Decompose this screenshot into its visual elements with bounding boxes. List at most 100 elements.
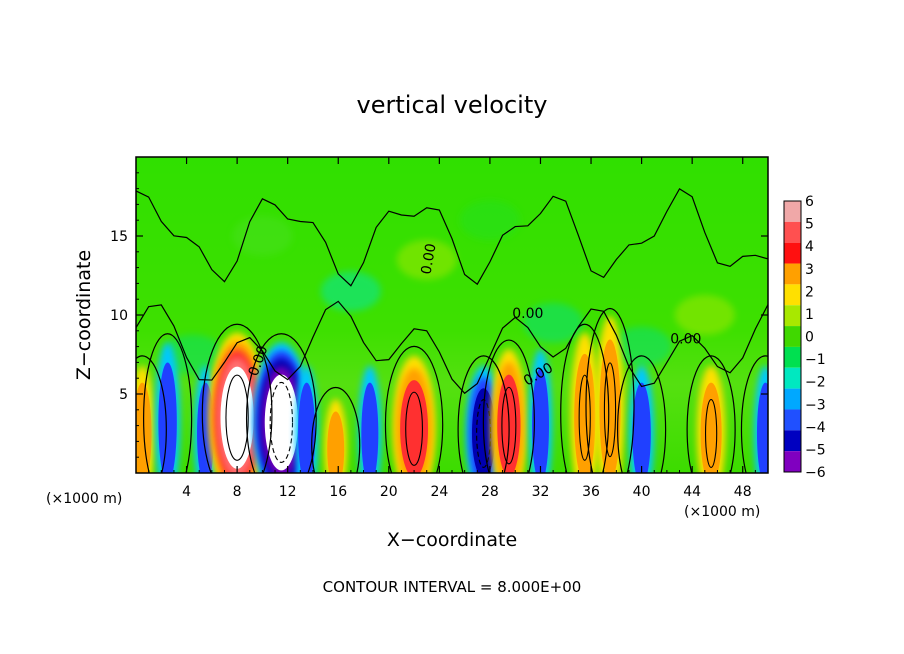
colorbar-label: −6 xyxy=(805,465,826,481)
colorbar-swatch xyxy=(784,326,801,347)
field-patch-5 xyxy=(232,216,293,256)
x-axis-label: X−coordinate xyxy=(387,529,517,551)
x-tick-label: 28 xyxy=(481,484,499,500)
zero-contour-1 xyxy=(143,333,193,473)
colorbar-label: −3 xyxy=(805,397,826,413)
x-tick-label: 4 xyxy=(182,484,191,500)
x-tick-label: 40 xyxy=(633,484,651,500)
cell-layer xyxy=(700,382,722,473)
zero-contour-12 xyxy=(560,323,610,473)
colorbar-label: 1 xyxy=(805,307,814,323)
zero-contour-13 xyxy=(585,307,635,473)
y-tick-label: 15 xyxy=(110,229,128,245)
cell-layer xyxy=(632,382,651,473)
updraft-cell-3 xyxy=(208,332,266,473)
plot-field: 0.000.000.000.000.00 xyxy=(136,157,768,473)
colorbar-swatch xyxy=(784,451,801,472)
y-axis-ticks: 5 10 15 xyxy=(110,172,768,458)
chart-title: vertical velocity xyxy=(357,91,548,119)
zero-contour-10 xyxy=(482,339,535,473)
x-tick-label: 32 xyxy=(532,484,550,500)
x-tick-label: 12 xyxy=(279,484,297,500)
x-tick-label: 16 xyxy=(329,484,347,500)
downdraft-cell-14 xyxy=(629,365,655,473)
zero-contour-0 xyxy=(136,355,167,473)
downdraft-cell-11 xyxy=(528,349,552,473)
zero-contour-6 xyxy=(311,386,361,473)
contour-label-2: 0.00 xyxy=(512,306,543,322)
downdraft-cell-7 xyxy=(358,365,382,473)
zero-contour-top xyxy=(136,187,768,287)
field-patch-3 xyxy=(523,302,584,343)
x-tick-label: 8 xyxy=(233,484,242,500)
colorbar-swatch xyxy=(784,284,801,306)
colorbar-label: 4 xyxy=(805,239,814,255)
colorbar-label: 2 xyxy=(805,284,814,300)
colorbar-swatch xyxy=(784,409,801,431)
updraft-cell-0 xyxy=(136,365,155,473)
x-unit-left: (×1000 m) xyxy=(46,491,122,507)
cell-contour xyxy=(501,386,517,465)
field-patch-1 xyxy=(320,271,381,312)
zero-contour-3 xyxy=(201,323,273,473)
x-tick-label: 20 xyxy=(380,484,398,500)
colorbar-swatch xyxy=(784,242,801,264)
colorbar-swatch xyxy=(784,221,801,243)
cell-layer xyxy=(400,380,429,473)
colorbar-swatch xyxy=(784,430,801,452)
field-patch-6 xyxy=(459,200,520,241)
colorbar-swatch xyxy=(784,367,801,389)
field-patch-4 xyxy=(674,295,735,335)
colorbar: 6 5 4 3 2 1 0 −1 −2 −3 −4 −5 −6 xyxy=(783,194,826,481)
y-tick-label: 10 xyxy=(110,308,128,324)
updraft-cell-15 xyxy=(696,365,726,473)
y-axis-label: Z−coordinate xyxy=(73,250,95,380)
zero-contour-upper xyxy=(136,300,768,395)
x-tick-label: 24 xyxy=(430,484,448,500)
downdraft-cell-1 xyxy=(155,342,181,473)
zero-contour-4 xyxy=(245,333,317,473)
colorbar-label: −1 xyxy=(805,352,826,368)
cell-layer xyxy=(298,382,316,473)
cell-layer xyxy=(361,382,379,473)
cell-contour xyxy=(405,391,423,466)
downdraft-cell-16 xyxy=(753,365,768,473)
zero-contour-8 xyxy=(384,345,444,473)
colorbar-label: −2 xyxy=(805,375,826,391)
colorbar-label: −4 xyxy=(805,420,826,436)
colorbar-swatch xyxy=(784,388,801,410)
contour-label-1: 0.00 xyxy=(419,242,440,275)
cell-layer xyxy=(574,353,596,473)
colorbar-label: −5 xyxy=(805,442,826,458)
x-axis-ticks: 4 8 12 16 20 24 28 32 36 40 44 48 xyxy=(148,157,756,500)
x-unit-right: (×1000 m) xyxy=(684,504,760,520)
colorbar-label: 5 xyxy=(805,217,814,233)
colorbar-frame xyxy=(783,200,802,473)
cell-contour xyxy=(704,399,718,468)
updraft-cell-12 xyxy=(570,332,599,473)
cell-contour xyxy=(476,399,492,468)
cell-layer xyxy=(158,362,177,473)
cell-layer xyxy=(327,411,345,473)
cell-contour xyxy=(225,374,249,461)
cell-layer xyxy=(599,339,621,473)
zero-contour-16 xyxy=(740,355,768,473)
updraft-cell-8 xyxy=(392,355,436,473)
field-patch-2 xyxy=(396,239,457,280)
cell-layer xyxy=(531,368,549,473)
colorbar-label: 6 xyxy=(805,194,814,210)
cell-contour xyxy=(603,362,617,458)
x-tick-label: 44 xyxy=(683,484,701,500)
cell-contour xyxy=(578,374,591,461)
cell-layer xyxy=(264,374,298,471)
x-tick-label: 48 xyxy=(734,484,752,500)
colorbar-swatch xyxy=(784,263,801,285)
downdraft-cell-5 xyxy=(295,365,319,473)
zero-contours: 0.000.000.000.000.00 xyxy=(136,187,768,473)
cell-contour xyxy=(269,381,294,463)
colorbar-swatch xyxy=(784,305,801,327)
contour-label-4: 0.00 xyxy=(670,331,701,347)
updraft-cell-6 xyxy=(324,398,348,473)
contour-interval-note: CONTOUR INTERVAL = 8.000E+00 xyxy=(323,578,582,596)
